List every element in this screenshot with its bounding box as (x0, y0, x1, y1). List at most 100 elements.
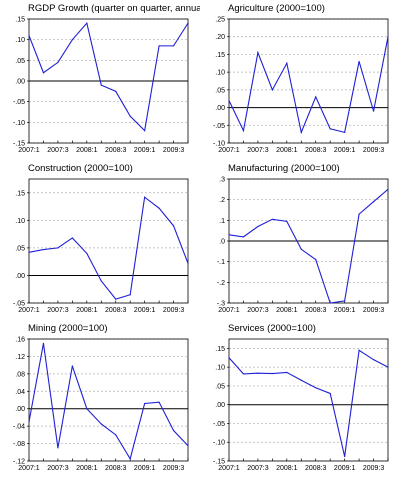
panel-services: Services (2000=100) .15 .10 .05 .00 -.05 -.10 -… (200, 320, 400, 478)
data-point (129, 115, 131, 117)
plot-frame (28, 18, 189, 144)
y-tick-label: .05 (15, 245, 25, 252)
x-tick-label: 2008:1 (76, 465, 98, 472)
y-tick-label: -.10 (13, 120, 25, 127)
y-tick-label: -.15 (213, 459, 225, 466)
series-line (228, 188, 389, 304)
chart-svg: Manufacturing (2000=100).3 .2 .1 .0 -.1 -.2 -.… (217, 163, 389, 314)
data-point (300, 379, 302, 381)
data-point (129, 294, 131, 296)
chart-title: Services (2000=100) (228, 323, 316, 334)
data-point (187, 262, 189, 264)
data-point (172, 45, 175, 47)
x-tick-label: 2009:1 (334, 307, 356, 314)
chart-title: Construction (2000=100) (28, 163, 133, 174)
y-tick-label: .20 (215, 34, 225, 41)
y-tick-label: -.05 (213, 421, 225, 428)
panel-mining: Mining (2000=100) .16 .12 .08 .04 .00 -.04 -.08… (0, 320, 200, 478)
data-point (242, 130, 245, 132)
x-tick-label: 2007:3 (47, 307, 69, 314)
data-point (71, 237, 73, 239)
data-point (329, 302, 331, 304)
chart-svg: Agriculture (2000=100).25 .20 .15 .10 .05 .00… (213, 3, 389, 154)
x-tick-label: 2008:3 (305, 307, 327, 314)
data-point (271, 372, 273, 375)
x-tick-label: 2008:1 (76, 307, 98, 314)
data-point (372, 201, 375, 203)
data-point (315, 387, 317, 389)
y-tick-label: .10 (15, 37, 25, 44)
x-tick-label: 2008:1 (276, 307, 298, 314)
data-point (144, 196, 146, 198)
data-point (329, 128, 331, 130)
y-tick-label: -.05 (13, 301, 25, 308)
x-tick-label: 2009:3 (163, 307, 185, 314)
x-tick-label: 2007:1 (218, 465, 240, 472)
y-tick-label: -.12 (13, 459, 25, 466)
x-tick-label: 2007:3 (247, 307, 269, 314)
y-tick-label: -.04 (13, 424, 25, 431)
data-point (315, 96, 317, 98)
x-tick-label: 2009:1 (134, 147, 156, 154)
x-tick-label: 2007:1 (218, 147, 240, 154)
x-tick-label: 2008:1 (76, 147, 98, 154)
panel-agriculture: Agriculture (2000=100) .25 .20 .15 .10 .05 .00… (200, 0, 400, 160)
data-point (86, 22, 88, 24)
data-point (42, 248, 45, 251)
y-tick-label: .00 (15, 406, 25, 413)
plot-frame (228, 338, 389, 462)
data-point (358, 349, 360, 351)
chart-svg: Mining (2000=100).16 .12 .08 .04 .00 -.04 -.08… (13, 323, 189, 472)
data-point (144, 130, 146, 132)
data-point (71, 39, 73, 41)
y-tick-label: -.08 (13, 441, 25, 448)
x-tick-label: 2009:1 (334, 147, 356, 154)
data-point (271, 89, 273, 91)
y-tick-label: -.10 (213, 440, 225, 447)
y-tick-label: .04 (15, 389, 25, 396)
panel-construction: Construction (2000=100) .15.10.05.00 -.05 2… (0, 160, 200, 320)
data-point (329, 392, 331, 395)
y-tick-label: .00 (215, 402, 225, 409)
chart-title: Agriculture (2000=100) (228, 3, 325, 14)
x-tick-label: 2009:3 (363, 465, 385, 472)
data-point (129, 458, 131, 460)
x-tick-label: 2008:3 (105, 147, 127, 154)
x-tick-label: 2007:3 (47, 465, 69, 472)
y-tick-label: .10 (215, 70, 225, 77)
data-point (86, 408, 88, 410)
series-line (228, 349, 389, 457)
data-point (28, 34, 30, 37)
x-tick-label: 2009:3 (363, 307, 385, 314)
x-tick-label: 2008:3 (305, 147, 327, 154)
x-tick-label: 2008:3 (105, 307, 127, 314)
y-tick-label: .05 (15, 58, 25, 65)
data-point (86, 252, 88, 254)
chart-title: Mining (2000=100) (28, 323, 107, 334)
y-tick-label: .08 (15, 371, 25, 378)
data-point (358, 213, 360, 215)
data-point (57, 61, 59, 64)
y-tick-label: .05 (215, 87, 225, 94)
x-tick-label: 2009:3 (163, 465, 185, 472)
y-tick-label: .05 (215, 383, 225, 390)
y-tick-label: -.2 (217, 280, 225, 287)
y-tick-label: .15 (215, 346, 225, 353)
series-line (28, 343, 189, 461)
data-point (172, 429, 175, 432)
data-point (71, 365, 73, 367)
series-line (28, 21, 189, 132)
data-point (228, 99, 230, 102)
data-point (300, 248, 302, 250)
panel-rgdp-growth: RGDP Growth (quarter on quarter, annuali… (0, 0, 200, 160)
data-point (115, 90, 117, 92)
y-tick-label: -.15 (13, 141, 25, 148)
y-tick-label: -.05 (213, 123, 225, 130)
x-tick-label: 2007:3 (247, 465, 269, 472)
data-point (372, 359, 375, 361)
data-point (28, 421, 30, 423)
data-point (242, 236, 245, 238)
data-point (344, 131, 346, 133)
y-tick-label: .0 (219, 239, 225, 246)
